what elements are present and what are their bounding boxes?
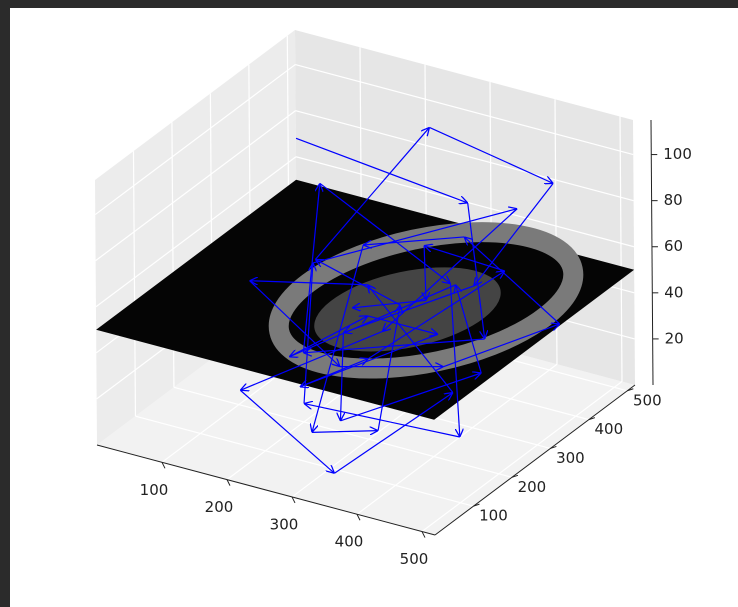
arrow <box>311 431 378 433</box>
arrow <box>312 209 517 264</box>
x-tick-label: 400 <box>335 533 364 551</box>
x-tick <box>226 479 231 486</box>
grid-line <box>421 381 623 533</box>
arrow <box>424 245 426 301</box>
arrow <box>464 237 561 325</box>
arrow <box>343 285 475 333</box>
x-tick <box>161 462 166 469</box>
arrow <box>295 137 468 203</box>
y-tick-label: 400 <box>595 420 624 438</box>
arrow <box>250 281 368 286</box>
grid-line <box>295 110 634 202</box>
image-content <box>268 222 584 379</box>
arrow <box>315 259 401 306</box>
y-tick-label: 200 <box>518 478 547 496</box>
x-tick-label: 500 <box>400 550 429 568</box>
arrow <box>299 359 368 388</box>
z-axis <box>650 119 654 386</box>
arrow <box>304 404 460 438</box>
arrow <box>340 373 481 422</box>
x-tick <box>421 531 426 538</box>
arrow <box>429 126 553 183</box>
grid-line <box>95 156 297 308</box>
arrow <box>352 299 427 307</box>
y-tick-label: 100 <box>479 507 508 525</box>
arrows <box>240 127 559 473</box>
x-tick-label: 300 <box>270 515 299 533</box>
x-tick-label: 200 <box>205 498 234 516</box>
x-tick-label: 100 <box>140 481 169 499</box>
x-axis <box>96 444 436 536</box>
arrow <box>239 389 334 473</box>
arrow <box>319 182 451 283</box>
grid-line <box>94 64 296 216</box>
grid-line <box>173 386 513 478</box>
arrow <box>449 283 459 437</box>
z-tick-label: 20 <box>665 329 684 347</box>
arrow <box>474 182 554 286</box>
chart: 100 200 300 400 500 100 200 300 400 500 20 40 60 80 10… <box>10 8 738 607</box>
grid-line <box>95 110 296 262</box>
x-tick <box>356 514 361 521</box>
grid-line <box>132 151 137 417</box>
x-tick <box>291 496 296 504</box>
z-tick-label: 100 <box>663 145 692 163</box>
arrow <box>367 271 504 360</box>
arrow <box>340 332 343 421</box>
axes: 100 200 300 400 500 100 200 300 400 500 20 40 60 80 10… <box>96 119 692 568</box>
arrow <box>467 202 485 339</box>
arrow <box>367 315 438 334</box>
grid-line <box>619 116 623 382</box>
z-tick-label: 80 <box>664 191 683 209</box>
arrow <box>240 330 383 390</box>
y-axis <box>434 384 636 536</box>
grid-line <box>135 415 474 507</box>
arrow <box>368 285 454 393</box>
arrow <box>312 244 364 432</box>
z-tick-label: 60 <box>664 237 683 255</box>
y-tick-label: 500 <box>633 391 662 409</box>
arrow <box>363 236 465 245</box>
grid-line <box>295 63 634 156</box>
arrow <box>314 127 429 260</box>
arrow <box>249 280 340 367</box>
arrow <box>334 393 452 474</box>
z-tick-label: 40 <box>664 283 683 301</box>
arrow <box>288 316 368 358</box>
arrow <box>443 324 559 368</box>
arrow <box>377 305 400 431</box>
arrow <box>424 246 505 272</box>
grid-line <box>356 363 558 515</box>
y-tick-label: 300 <box>556 449 585 467</box>
